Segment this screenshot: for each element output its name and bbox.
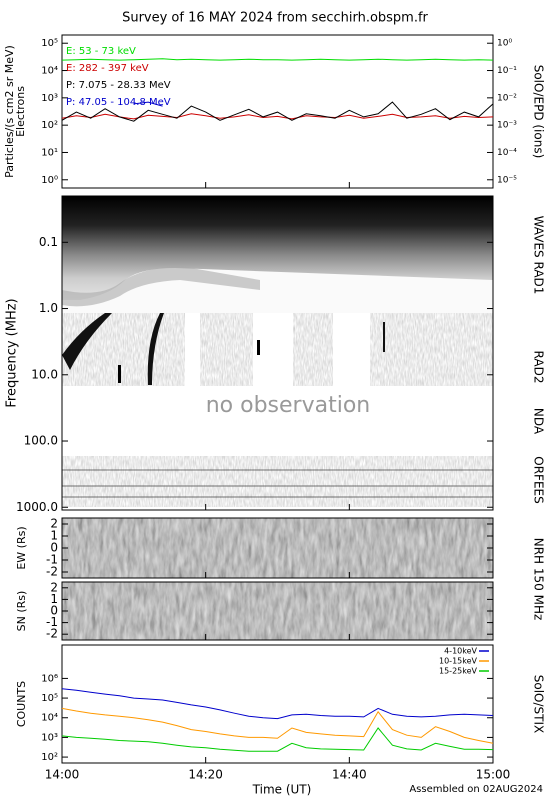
y-tick-label: 0.1	[39, 235, 58, 249]
y2-tick-label: 10⁰	[497, 39, 512, 49]
y2-tick-label: 10⁻³	[497, 121, 517, 131]
y-tick-label: 2	[50, 517, 58, 531]
instrument-label: RAD2	[532, 351, 546, 384]
annotation: no observation	[206, 393, 371, 418]
y-tick-label: -2	[46, 565, 58, 579]
y2-tick-label: 10⁻²	[497, 93, 517, 103]
y2-tick-label: 10⁻¹	[497, 66, 517, 76]
y-tick-label: 10²	[41, 120, 58, 131]
instrument-label: NDA	[532, 408, 546, 435]
y-tick-label: 10⁵	[41, 693, 58, 704]
y-tick-label: -1	[46, 553, 58, 567]
y-axis-label: SN (Rs)	[15, 591, 28, 632]
legend-entry: E: 53 - 73 keV	[66, 46, 136, 57]
legend-entry: 4-10keV	[444, 647, 477, 656]
y-axis-label: Particles/(s cm2 sr MeV)	[3, 45, 16, 178]
y-tick-label: 2	[50, 580, 58, 594]
y-tick-label: 0	[50, 604, 58, 618]
right-label: SolO/EPD (ions)	[532, 65, 546, 159]
series-line	[61, 113, 494, 120]
panel-frame	[61, 644, 494, 764]
y-tick-label: 1.0	[39, 301, 58, 315]
y-tick-label: 10⁴	[41, 713, 58, 724]
y-tick-label: 10²	[41, 752, 58, 763]
y-tick-label: -2	[46, 627, 58, 641]
spectrogram-image	[62, 196, 493, 640]
series-line	[61, 58, 494, 61]
y-axis-label: COUNTS	[15, 681, 28, 727]
instrument-label: WAVES RAD1	[532, 216, 546, 295]
x-tick-label: 15:00	[476, 768, 511, 782]
y-axis-label: Frequency (MHz)	[5, 298, 20, 407]
footer: Assembled on 02AUG2024	[409, 784, 543, 795]
y-tick-label: 100.0	[24, 434, 58, 448]
legend-entry: 15-25keV	[439, 667, 478, 676]
y-axis-label: Electrons	[14, 86, 27, 137]
y-tick-label: 10³	[41, 93, 58, 104]
y-tick-label: 1000.0	[16, 500, 58, 514]
y-tick-label: -1	[46, 615, 58, 629]
y-tick-label: 1	[50, 529, 58, 543]
page-title: Survey of 16 MAY 2024 from secchirh.obsp…	[122, 11, 428, 26]
x-tick-label: 14:00	[45, 768, 80, 782]
x-tick-label: 14:40	[332, 768, 367, 782]
series-line	[61, 707, 494, 744]
series-line	[61, 101, 494, 122]
y-tick-label: 10⁶	[41, 673, 58, 684]
series-line	[61, 688, 494, 720]
panel-frame	[61, 34, 494, 189]
x-axis-label: Time (UT)	[252, 783, 312, 797]
legend-entry: E: 282 - 397 keV	[66, 63, 149, 74]
right-label: NRH 150 MHz	[532, 538, 546, 621]
y-tick-label: 0	[50, 541, 58, 555]
x-tick-label: 14:20	[188, 768, 223, 782]
series-line	[133, 101, 163, 107]
series-line	[61, 727, 494, 752]
y2-tick-label: 10⁻⁵	[497, 175, 517, 185]
y-tick-label: 1	[50, 592, 58, 606]
y-tick-label: 10⁵	[41, 38, 58, 49]
legend-entry: 10-15keV	[439, 657, 478, 666]
y-tick-label: 10⁰	[41, 175, 58, 186]
instrument-label: ORFEES	[532, 456, 546, 503]
y-tick-label: 10³	[41, 732, 58, 743]
right-label: SolO/STIX	[532, 675, 546, 734]
legend-entry: P: 47.05 - 104.8 MeV	[66, 97, 171, 108]
legend-entry: P: 7.075 - 28.33 MeV	[66, 80, 171, 91]
y-tick-label: 10¹	[41, 147, 58, 158]
y-tick-label: 10.0	[31, 367, 58, 381]
y-tick-label: 10⁴	[41, 66, 58, 77]
panel-frame	[61, 195, 494, 511]
y-axis-label: EW (Rs)	[15, 526, 28, 569]
y2-tick-label: 10⁻⁴	[497, 148, 517, 158]
